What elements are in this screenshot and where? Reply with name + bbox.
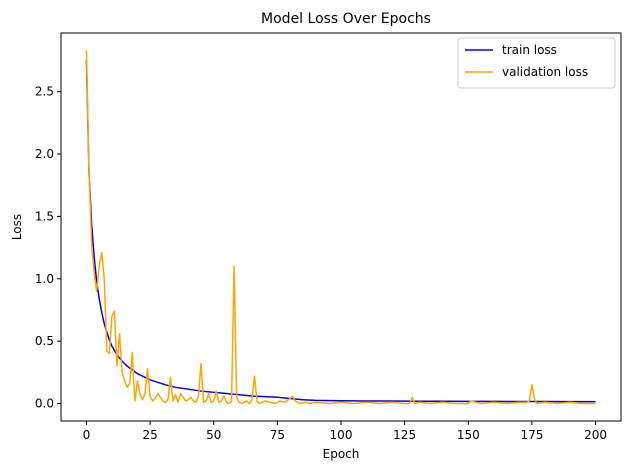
y-tick-label: 0.0 bbox=[35, 397, 54, 411]
x-axis: 0 25 50 75 100 125 150 175 200 bbox=[83, 421, 607, 442]
y-tick-label: 1.0 bbox=[35, 272, 54, 286]
x-tick-label: 175 bbox=[520, 428, 543, 442]
y-tick-label: 2.5 bbox=[35, 85, 54, 99]
series-line-0 bbox=[85, 60, 596, 403]
plot-frame bbox=[60, 32, 622, 422]
y-tick-label: 1.5 bbox=[35, 209, 54, 223]
x-tick-label: 50 bbox=[206, 428, 221, 442]
x-tick-label: 75 bbox=[270, 428, 285, 442]
x-tick-label: 0 bbox=[83, 428, 91, 442]
plot-area bbox=[85, 50, 596, 405]
x-tick-label: 150 bbox=[457, 428, 480, 442]
legend-label-1: validation loss bbox=[502, 65, 588, 79]
y-axis-title: Loss bbox=[10, 214, 24, 240]
y-tick-label: 0.5 bbox=[35, 334, 54, 348]
legend-box bbox=[457, 37, 616, 89]
x-tick-label: 200 bbox=[584, 428, 607, 442]
legend: train loss validation loss bbox=[457, 37, 616, 89]
series-line-1 bbox=[85, 50, 596, 405]
x-axis-title: Epoch bbox=[323, 447, 360, 461]
x-tick-label: 25 bbox=[142, 428, 157, 442]
legend-label-0: train loss bbox=[502, 43, 557, 57]
x-tick-label: 100 bbox=[330, 428, 353, 442]
chart-title: Model Loss Over Epochs bbox=[261, 11, 431, 27]
y-axis: 0.0 0.5 1.0 1.5 2.0 2.5 bbox=[35, 85, 61, 411]
y-tick-label: 2.0 bbox=[35, 147, 54, 161]
x-tick-label: 125 bbox=[393, 428, 416, 442]
